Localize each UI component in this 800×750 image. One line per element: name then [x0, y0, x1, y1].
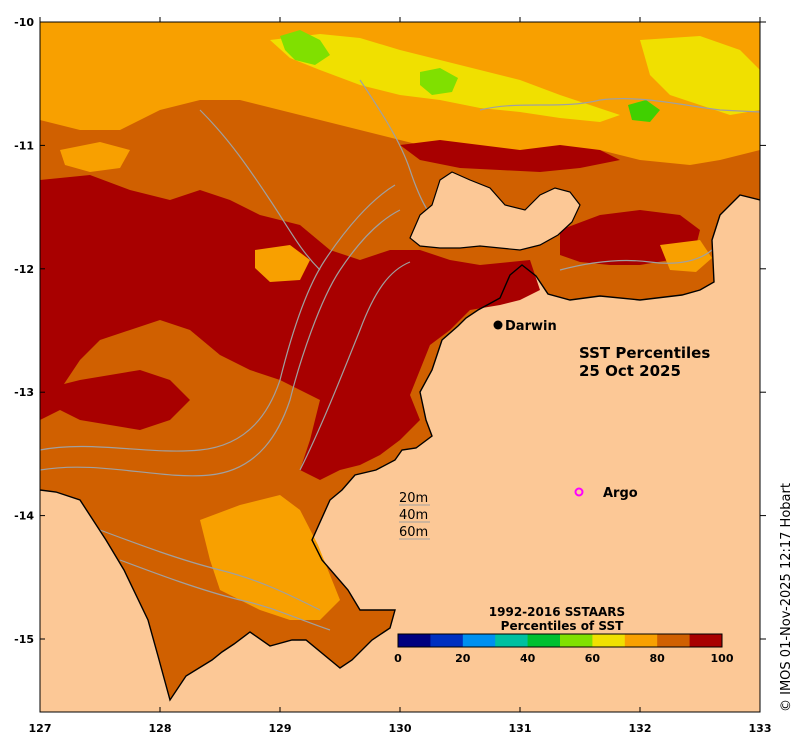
- orange-band-south: [200, 495, 340, 620]
- x-tick-label: 130: [389, 722, 412, 735]
- colorbar-tick-label: 100: [711, 652, 734, 665]
- x-tick-label: 133: [749, 722, 772, 735]
- yellow-patch-northeast: [640, 36, 760, 115]
- colorbar-swatch: [495, 634, 529, 647]
- colorbar-tick-label: 60: [585, 652, 601, 665]
- colorbar-tick-label: 80: [650, 652, 666, 665]
- green-patch-mid: [420, 68, 458, 95]
- colorbar-swatch: [592, 634, 626, 647]
- x-tick-label: 127: [29, 722, 52, 735]
- colorbar-tick-label: 40: [520, 652, 536, 665]
- dark-red-north: [400, 140, 620, 172]
- colorbar-ticks: 0 20 40 60 80 100: [394, 652, 734, 665]
- y-tick-label: -12: [14, 263, 34, 276]
- colorbar-swatch: [560, 634, 593, 647]
- dark-red-west: [40, 175, 540, 480]
- colorbar-swatch: [527, 634, 561, 647]
- colorbar-swatch: [689, 634, 723, 647]
- colorbar-swatch: [624, 634, 658, 647]
- x-axis: 127 128 129 130 131 132 133: [29, 17, 772, 735]
- map-title-line1: SST Percentiles: [579, 344, 710, 362]
- colorbar: 1992-2016 SSTAARS Percentiles of SST 0 20…: [394, 605, 734, 665]
- contour-legend-60m: 60m: [399, 525, 428, 540]
- colorbar-title-line2: Percentiles of SST: [501, 619, 624, 633]
- colorbar-swatches: [398, 634, 723, 647]
- colorbar-tick-label: 20: [455, 652, 471, 665]
- imos-credit: © IMOS 01-Nov-2025 12:17 Hobart: [779, 483, 794, 712]
- map-title-line2: 25 Oct 2025: [579, 362, 681, 380]
- colorbar-swatch: [430, 634, 464, 647]
- place-label-argo: Argo: [603, 486, 638, 501]
- y-tick-label: -15: [14, 633, 34, 646]
- colorbar-swatch: [462, 634, 496, 647]
- colorbar-swatch: [657, 634, 691, 647]
- darwin-marker-icon: [493, 320, 503, 330]
- colorbar-title-line1: 1992-2016 SSTAARS: [489, 605, 625, 619]
- argo-marker-icon: [574, 487, 584, 497]
- contour-legend-20m: 20m: [399, 491, 428, 506]
- x-tick-label: 129: [269, 722, 292, 735]
- y-tick-label: -14: [14, 510, 34, 523]
- x-tick-label: 128: [149, 722, 172, 735]
- dark-red-west-lower: [40, 370, 190, 430]
- colorbar-frame: [397, 633, 723, 648]
- island-land: [409, 171, 581, 251]
- orange-patch-3: [660, 240, 712, 272]
- contour-legend-40m: 40m: [399, 508, 428, 523]
- colorbar-swatch: [398, 634, 431, 647]
- contour-legend: 20m 40m 60m: [399, 491, 430, 540]
- green-patch-north: [280, 30, 330, 65]
- orange-patch-2: [255, 245, 310, 282]
- y-tick-label: -11: [14, 139, 34, 152]
- x-tick-label: 131: [509, 722, 532, 735]
- colorbar-tick-label: 0: [394, 652, 402, 665]
- orange-patch-1: [60, 142, 130, 172]
- plot-area: [40, 22, 760, 712]
- place-label-darwin: Darwin: [505, 319, 557, 334]
- y-tick-label: -10: [14, 16, 34, 29]
- x-tick-label: 132: [629, 722, 652, 735]
- coastline: [40, 194, 760, 702]
- green-patch-east: [628, 100, 660, 122]
- y-axis: -10 -11 -12 -13 -14 -15: [14, 16, 766, 646]
- y-tick-label: -13: [14, 386, 34, 399]
